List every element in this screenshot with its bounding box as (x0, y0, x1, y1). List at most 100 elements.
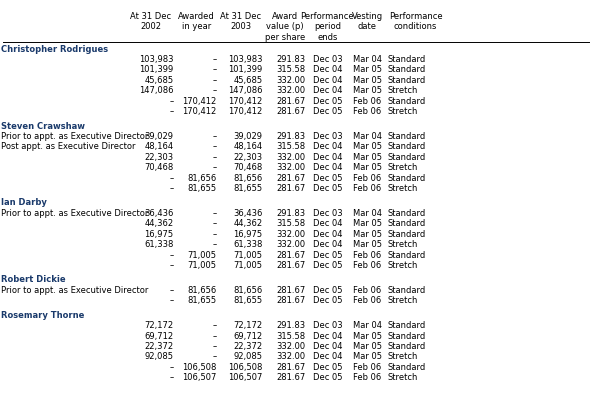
Text: 281.67: 281.67 (276, 184, 305, 193)
Text: Standard: Standard (387, 286, 426, 295)
Text: Standard: Standard (387, 142, 426, 151)
Text: –: – (213, 321, 217, 330)
Text: Mar 05: Mar 05 (353, 65, 381, 74)
Text: 44,362: 44,362 (233, 219, 262, 228)
Text: Dec 05: Dec 05 (313, 286, 342, 295)
Text: Prior to appt. as Executive Director: Prior to appt. as Executive Director (1, 132, 149, 141)
Text: 291.83: 291.83 (276, 321, 305, 330)
Text: –: – (169, 251, 173, 259)
Text: Standard: Standard (387, 219, 426, 228)
Text: 170,412: 170,412 (228, 107, 262, 116)
Text: Mar 05: Mar 05 (353, 342, 381, 351)
Text: 36,436: 36,436 (144, 209, 173, 218)
Text: Feb 06: Feb 06 (353, 286, 381, 295)
Text: 39,029: 39,029 (144, 132, 173, 141)
Text: Mar 05: Mar 05 (353, 219, 381, 228)
Text: 101,399: 101,399 (228, 65, 262, 74)
Text: Standard: Standard (387, 153, 426, 162)
Text: Dec 05: Dec 05 (313, 97, 342, 105)
Text: 72,172: 72,172 (144, 321, 173, 330)
Text: 81,656: 81,656 (188, 174, 217, 182)
Text: 92,085: 92,085 (144, 352, 173, 361)
Text: Dec 04: Dec 04 (313, 163, 342, 172)
Text: At 31 Dec
2003: At 31 Dec 2003 (220, 12, 261, 31)
Text: –: – (169, 97, 173, 105)
Text: Dec 03: Dec 03 (313, 209, 342, 218)
Text: –: – (213, 342, 217, 351)
Text: 332.00: 332.00 (276, 86, 305, 95)
Text: Performance
period
ends: Performance period ends (301, 12, 354, 42)
Text: 332.00: 332.00 (276, 153, 305, 162)
Text: –: – (213, 332, 217, 340)
Text: 22,303: 22,303 (233, 153, 262, 162)
Text: –: – (169, 107, 173, 116)
Text: Stretch: Stretch (387, 86, 417, 95)
Text: Mar 04: Mar 04 (353, 55, 381, 64)
Text: 16,975: 16,975 (233, 230, 262, 239)
Text: 315.58: 315.58 (276, 332, 305, 340)
Text: 106,507: 106,507 (182, 373, 217, 382)
Text: Dec 04: Dec 04 (313, 142, 342, 151)
Text: Standard: Standard (387, 65, 426, 74)
Text: Dec 04: Dec 04 (313, 219, 342, 228)
Text: Feb 06: Feb 06 (353, 184, 381, 193)
Text: 281.67: 281.67 (276, 261, 305, 270)
Text: Mar 05: Mar 05 (353, 332, 381, 340)
Text: 147,086: 147,086 (228, 86, 262, 95)
Text: –: – (213, 153, 217, 162)
Text: Standard: Standard (387, 209, 426, 218)
Text: Mar 05: Mar 05 (353, 153, 381, 162)
Text: Feb 06: Feb 06 (353, 174, 381, 182)
Text: Mar 04: Mar 04 (353, 132, 381, 141)
Text: 61,338: 61,338 (144, 240, 173, 249)
Text: 315.58: 315.58 (276, 219, 305, 228)
Text: Stretch: Stretch (387, 240, 417, 249)
Text: Dec 03: Dec 03 (313, 132, 342, 141)
Text: –: – (213, 352, 217, 361)
Text: 281.67: 281.67 (276, 286, 305, 295)
Text: –: – (213, 142, 217, 151)
Text: 170,412: 170,412 (182, 97, 217, 105)
Text: Mar 05: Mar 05 (353, 86, 381, 95)
Text: 281.67: 281.67 (276, 296, 305, 305)
Text: 81,655: 81,655 (233, 296, 262, 305)
Text: Feb 06: Feb 06 (353, 296, 381, 305)
Text: –: – (169, 174, 173, 182)
Text: Dec 04: Dec 04 (313, 240, 342, 249)
Text: 36,436: 36,436 (233, 209, 262, 218)
Text: Steven Crawshaw: Steven Crawshaw (1, 122, 85, 130)
Text: 44,362: 44,362 (144, 219, 173, 228)
Text: Standard: Standard (387, 132, 426, 141)
Text: 72,172: 72,172 (233, 321, 262, 330)
Text: Stretch: Stretch (387, 296, 417, 305)
Text: 106,508: 106,508 (228, 363, 262, 372)
Text: 71,005: 71,005 (188, 261, 217, 270)
Text: 48,164: 48,164 (144, 142, 173, 151)
Text: Standard: Standard (387, 174, 426, 182)
Text: Mar 05: Mar 05 (353, 142, 381, 151)
Text: 48,164: 48,164 (233, 142, 262, 151)
Text: Mar 04: Mar 04 (353, 321, 381, 330)
Text: 69,712: 69,712 (233, 332, 262, 340)
Text: Dec 04: Dec 04 (313, 230, 342, 239)
Text: 22,372: 22,372 (144, 342, 173, 351)
Text: 315.58: 315.58 (276, 65, 305, 74)
Text: 291.83: 291.83 (276, 209, 305, 218)
Text: Stretch: Stretch (387, 373, 417, 382)
Text: –: – (213, 240, 217, 249)
Text: 332.00: 332.00 (276, 163, 305, 172)
Text: Standard: Standard (387, 251, 426, 259)
Text: 291.83: 291.83 (276, 132, 305, 141)
Text: 281.67: 281.67 (276, 363, 305, 372)
Text: 81,655: 81,655 (188, 296, 217, 305)
Text: 81,655: 81,655 (188, 184, 217, 193)
Text: 16,975: 16,975 (144, 230, 173, 239)
Text: Standard: Standard (387, 76, 426, 85)
Text: Robert Dickie: Robert Dickie (1, 275, 66, 284)
Text: Dec 05: Dec 05 (313, 363, 342, 372)
Text: 106,507: 106,507 (228, 373, 262, 382)
Text: Stretch: Stretch (387, 107, 417, 116)
Text: 81,656: 81,656 (233, 286, 262, 295)
Text: 22,372: 22,372 (233, 342, 262, 351)
Text: Mar 05: Mar 05 (353, 230, 381, 239)
